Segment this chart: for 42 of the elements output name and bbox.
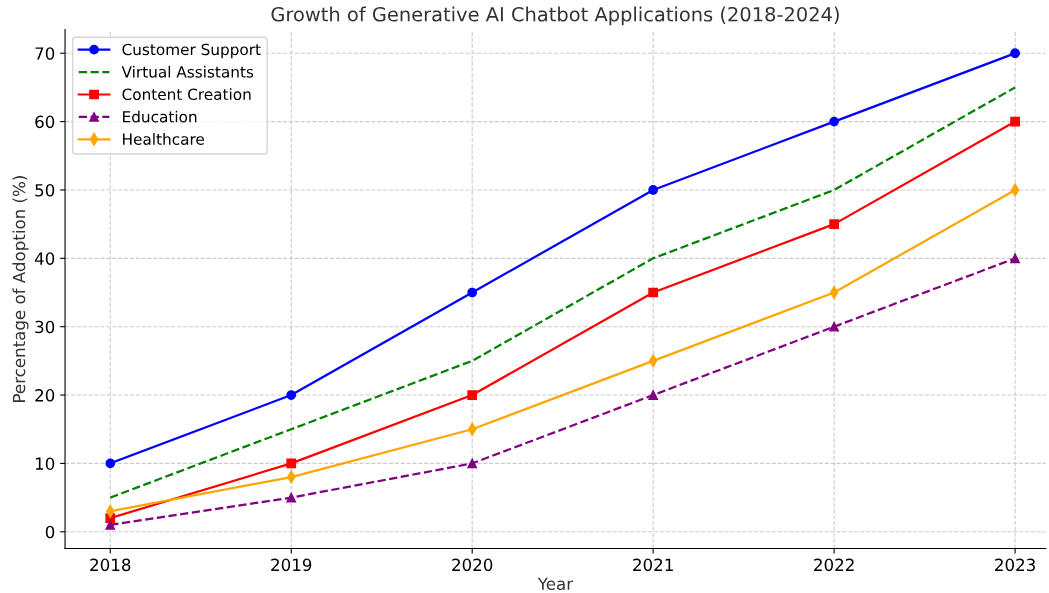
point xyxy=(1010,183,1020,197)
y-tick-label: 40 xyxy=(34,252,55,265)
y-tick-label: 20 xyxy=(35,389,55,402)
point xyxy=(648,185,659,195)
point xyxy=(648,390,659,400)
point xyxy=(829,116,839,127)
point xyxy=(467,390,478,400)
x-tick-label: 2021 xyxy=(633,558,673,572)
point xyxy=(105,458,116,469)
legend-label: Education xyxy=(123,110,197,123)
point xyxy=(467,287,478,298)
point xyxy=(648,354,658,368)
point xyxy=(105,520,116,530)
y-tick-label: 70 xyxy=(35,47,55,60)
x-tick-label: 2019 xyxy=(271,558,312,572)
y-axis-title: Percentage of Adoption (%) xyxy=(12,176,29,402)
x-tick-label: 2020 xyxy=(452,558,493,572)
point xyxy=(829,321,839,332)
x-tick-label: 2023 xyxy=(995,558,1035,572)
point xyxy=(286,390,297,400)
y-tick-label: 10 xyxy=(35,457,55,470)
y-tick-label: 60 xyxy=(35,115,55,129)
point xyxy=(467,422,477,436)
y-tick-label: 0 xyxy=(45,525,55,539)
x-tick-label: 2018 xyxy=(90,558,131,572)
legend-label: Healthcare xyxy=(123,133,205,145)
chart-title: Growth of Generative AI Chatbot Applications (2018-2024) xyxy=(271,6,839,26)
point xyxy=(1010,116,1020,127)
legend-label: Virtual Assistants xyxy=(121,65,254,78)
point xyxy=(829,219,839,230)
point xyxy=(286,458,297,469)
point xyxy=(1010,48,1020,59)
x-tick-label: 2022 xyxy=(814,558,854,572)
point xyxy=(467,458,478,469)
x-axis-title: Year xyxy=(537,577,574,591)
point xyxy=(648,287,659,298)
legend-label: Content Creation xyxy=(122,88,251,101)
point xyxy=(286,492,297,503)
y-tick-label: 50 xyxy=(35,183,55,197)
point xyxy=(1010,253,1020,264)
y-tick-label: 30 xyxy=(35,320,55,334)
legend-label: Customer Support xyxy=(122,43,261,59)
